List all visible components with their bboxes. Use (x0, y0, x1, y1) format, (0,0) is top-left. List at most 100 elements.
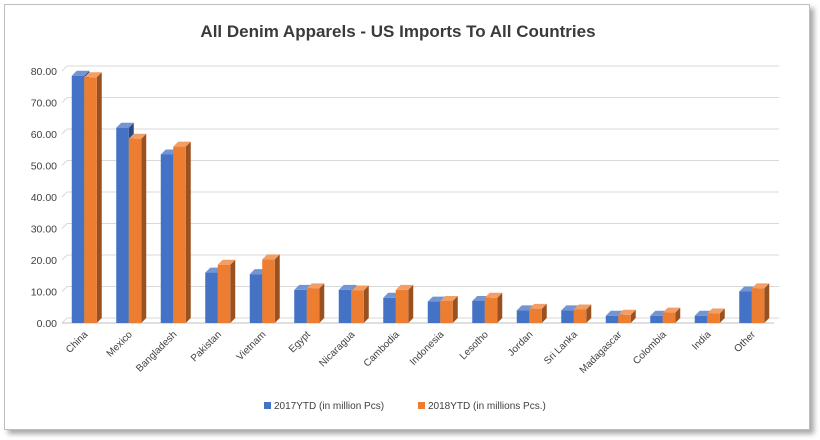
bar-mexico-2018 (128, 133, 147, 323)
bar-cambodia-2018 (395, 284, 414, 323)
gridline-depth (61, 65, 68, 72)
bar-front (395, 289, 409, 323)
legend: 2017YTD (in million Pcs) 2018YTD (in mil… (264, 401, 546, 412)
bar-pakistan-2018 (217, 259, 236, 323)
gridline-depth (61, 317, 68, 324)
x-tick-label: Mexico (105, 329, 135, 359)
gridline-depth (61, 286, 68, 292)
x-tick-label: China (64, 329, 91, 356)
bar-front (516, 310, 530, 323)
bar-front (694, 315, 708, 323)
bar-india-2018 (707, 308, 725, 323)
bar-top (116, 122, 134, 128)
bar-bangladesh-2018 (173, 141, 191, 323)
bar-jordan-2018 (529, 303, 547, 323)
bar-top (662, 307, 681, 313)
bar-front (707, 313, 720, 323)
bar-front (662, 312, 676, 323)
bar-top (573, 304, 592, 310)
bar-top (751, 283, 770, 289)
bars (71, 70, 770, 323)
bar-side (541, 303, 547, 323)
bar-other-2018 (751, 283, 770, 323)
gridline-depth (61, 223, 68, 229)
bar-top (262, 254, 280, 260)
y-tick-label: 40.00 (31, 192, 57, 204)
bar-side (764, 283, 770, 323)
bar-front (128, 138, 142, 323)
legend-label-2018: 2018YTD (in millions Pcs.) (428, 401, 546, 412)
bar-front (573, 309, 587, 323)
bar-vietnam-2018 (262, 254, 280, 323)
bar-front (306, 288, 320, 323)
y-tick-label: 80.00 (31, 66, 57, 78)
bar-front (472, 300, 485, 323)
bar-top (440, 295, 458, 301)
x-axis: China Mexico Bangladesh Pakistan Vietnam Egyp… (64, 329, 758, 376)
x-tick-label: Colombia (631, 329, 669, 367)
chart-title: All Denim Apparels - US Imports To All C… (200, 22, 595, 41)
x-tick-label: Sri Lanka (542, 329, 580, 367)
bar-side (185, 141, 191, 323)
bar-colombia-2018 (662, 307, 681, 323)
y-axis: 0.00 10.00 20.00 30.00 40.00 50.00 60.00 70.00 8… (31, 66, 57, 330)
x-tick-label: Bangladesh (134, 329, 179, 374)
bar-side (408, 284, 414, 323)
bar-side (96, 72, 102, 323)
bar-side (497, 292, 503, 323)
bar-side (274, 254, 280, 323)
bar-side (586, 304, 592, 323)
bar-front (605, 315, 619, 323)
bar-front (71, 75, 85, 323)
y-tick-label: 10.00 (31, 287, 57, 299)
x-tick-label: Lesotho (458, 329, 491, 362)
bar-nicaragua-2018 (351, 285, 369, 323)
bar-lesotho-2018 (484, 292, 503, 323)
bar-front (529, 308, 542, 323)
bar-top (351, 285, 369, 291)
y-tick-label: 0.00 (37, 318, 58, 330)
bar-front (217, 264, 231, 323)
bar-top (84, 72, 102, 78)
gridline-depth (61, 191, 68, 198)
bar-top (173, 141, 191, 147)
y-tick-label: 50.00 (31, 161, 57, 173)
bar-front (484, 297, 498, 323)
bar-top (529, 303, 547, 309)
bar-front (160, 154, 174, 323)
bar-side (141, 133, 147, 323)
legend-label-2017: 2017YTD (in million Pcs) (274, 401, 384, 412)
bar-front (173, 146, 186, 323)
gridline-depth (61, 97, 68, 103)
bar-front (249, 274, 263, 323)
legend-swatch-2017 (264, 402, 271, 409)
bar-front (262, 259, 275, 323)
bar-front (383, 297, 396, 323)
x-tick-label: Pakistan (189, 329, 224, 364)
bar-side (630, 309, 636, 323)
bar-china-2018 (84, 72, 102, 323)
bar-top (707, 308, 725, 314)
x-tick-label: Egypt (287, 329, 313, 355)
bar-side (363, 285, 369, 323)
bar-front (440, 300, 453, 323)
bar-side (230, 259, 236, 323)
bar-front (84, 77, 97, 323)
y-tick-label: 30.00 (31, 224, 57, 236)
bar-side (452, 295, 458, 323)
x-tick-label: Jordan (506, 329, 535, 358)
gridline-depth (61, 160, 68, 166)
x-tick-label: Vietnam (235, 329, 269, 363)
gridline-depth (61, 254, 68, 261)
y-tick-label: 60.00 (31, 129, 57, 141)
gridline-depth (61, 128, 68, 135)
bar-front (116, 127, 129, 323)
bar-top (71, 70, 90, 76)
x-tick-label: Nicaragua (317, 329, 357, 369)
bar-indonesia-2018 (440, 295, 458, 323)
bar-egypt-2018 (306, 283, 325, 323)
y-tick-label: 70.00 (31, 98, 57, 110)
bar-front (618, 314, 631, 323)
y-tick-label: 20.00 (31, 255, 57, 267)
